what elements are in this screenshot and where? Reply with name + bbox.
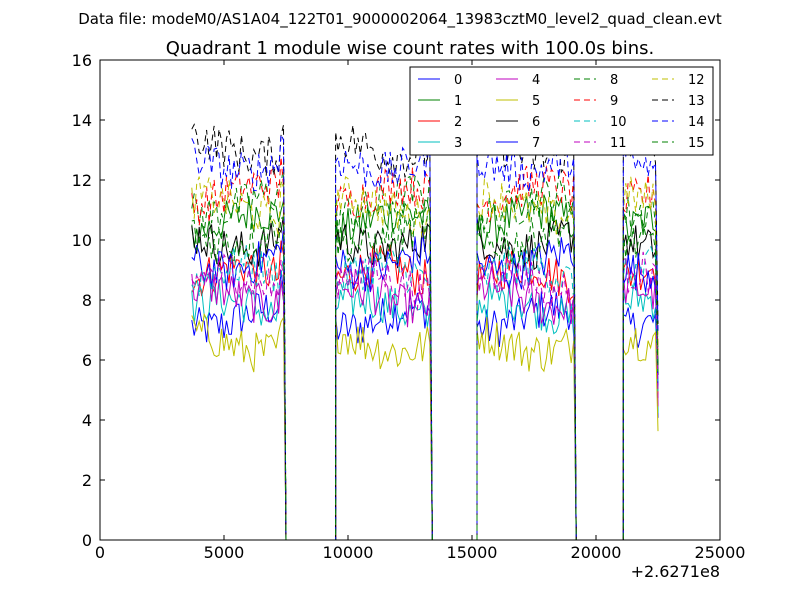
series-line-15: [191, 203, 659, 541]
series-line-12: [191, 176, 659, 541]
y-tick-label: 8: [82, 291, 92, 310]
legend-label: 5: [532, 94, 540, 109]
x-tick-label: 20000: [571, 543, 622, 562]
legend-frame: [409, 66, 714, 156]
legend-label: 6: [532, 115, 540, 130]
y-tick-label: 2: [82, 471, 92, 490]
legend-label: 15: [688, 136, 705, 151]
legend-label: 0: [454, 73, 462, 88]
legend-label: 9: [610, 94, 618, 109]
legend-label: 14: [688, 115, 705, 130]
legend-label: 12: [688, 73, 705, 88]
y-tick-label: 10: [72, 231, 92, 250]
x-tick-label: 10000: [323, 543, 374, 562]
y-tick-label: 4: [82, 411, 92, 430]
x-offset-label: +2.6271e8: [631, 562, 720, 581]
x-tick-label: 25000: [695, 543, 746, 562]
series-line-8: [191, 166, 659, 541]
legend-label: 8: [610, 73, 618, 88]
series-line-14: [191, 134, 659, 541]
chart-title: Quadrant 1 module wise count rates with …: [166, 38, 655, 59]
y-tick-label: 0: [82, 531, 92, 550]
series-line-7: [191, 227, 659, 541]
x-tick-label: 5000: [204, 543, 245, 562]
x-tick-label: 15000: [447, 543, 498, 562]
series-line-9: [191, 157, 659, 541]
legend-label: 10: [610, 115, 627, 130]
legend-label: 1: [454, 94, 462, 109]
y-tick-label: 12: [72, 171, 92, 190]
series-line-3: [191, 279, 659, 541]
y-tick-label: 6: [82, 351, 92, 370]
suptitle: Data file: modeM0/AS1A04_122T01_90000020…: [78, 10, 722, 29]
x-axis: 0 5000 10000 15000 20000 25000: [95, 60, 746, 562]
legend-label: 2: [454, 115, 462, 130]
legend-label: 4: [532, 73, 540, 88]
series-line-5: [191, 312, 659, 541]
series-line-10: [191, 244, 659, 541]
x-tick-label: 0: [95, 543, 105, 562]
legend-label: 3: [454, 136, 462, 151]
legend-label: 13: [688, 94, 705, 109]
legend-label: 11: [610, 136, 627, 151]
plot-lines: [191, 119, 659, 541]
legend-label: 7: [532, 136, 540, 151]
y-tick-label: 16: [72, 51, 92, 70]
y-tick-label: 14: [72, 111, 92, 130]
